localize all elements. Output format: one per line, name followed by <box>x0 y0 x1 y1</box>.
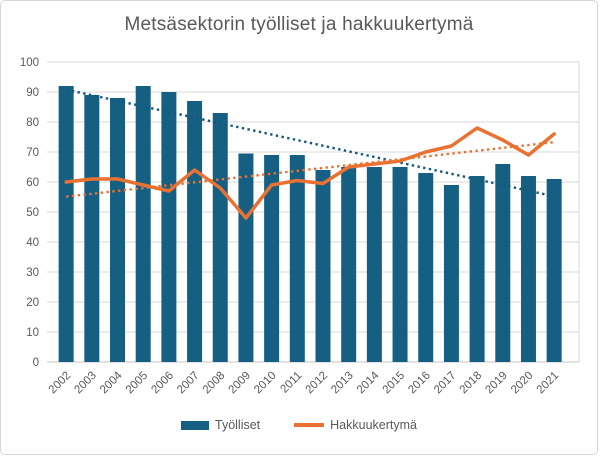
x-tick-label: 2021 <box>535 370 562 397</box>
x-tick-label: 2015 <box>381 370 408 397</box>
x-tick-label: 2004 <box>98 369 125 396</box>
x-tick-label: 2005 <box>124 370 151 397</box>
bar-2007 <box>187 101 203 362</box>
legend-item-tyolliset: Työlliset <box>181 418 260 432</box>
bar-2012 <box>315 170 331 362</box>
bar-2017 <box>443 185 459 362</box>
x-tick-label: 2020 <box>509 370 536 397</box>
bar-2019 <box>495 164 511 362</box>
bar-2002 <box>58 86 74 362</box>
y-tick-label: 50 <box>26 207 39 219</box>
bar-2008 <box>212 113 228 362</box>
y-tick-label: 0 <box>33 357 39 369</box>
x-tick-label: 2010 <box>252 370 279 397</box>
x-tick-label: 2017 <box>432 370 459 397</box>
y-tick-label: 100 <box>20 57 39 69</box>
legend-bar-swatch-icon <box>181 420 209 430</box>
bar-2005 <box>135 86 151 362</box>
bar-2013 <box>341 167 357 362</box>
bar-2016 <box>418 173 434 362</box>
y-tick-label: 40 <box>26 237 39 249</box>
y-tick-label: 90 <box>26 87 39 99</box>
x-tick-label: 2006 <box>149 370 176 397</box>
bar-2018 <box>469 176 485 362</box>
x-tick-label: 2007 <box>175 370 202 397</box>
bar-2006 <box>161 92 177 362</box>
x-tick-label: 2013 <box>329 370 356 397</box>
legend-label-hakkuukertyma: Hakkuukertymä <box>330 418 417 432</box>
bar-2003 <box>84 95 100 362</box>
legend-item-hakkuukertyma: Hakkuukertymä <box>294 418 417 432</box>
bar-2014 <box>366 167 382 362</box>
x-tick-label: 2003 <box>72 370 99 397</box>
gridlines <box>47 61 580 363</box>
legend-label-tyolliset: Työlliset <box>215 418 261 432</box>
bar-2009 <box>238 153 254 362</box>
trendline-tyolliset <box>65 88 555 198</box>
bar-2015 <box>392 167 408 362</box>
y-tick-label: 70 <box>26 147 39 159</box>
bar-2010 <box>264 155 280 362</box>
bar-2011 <box>289 155 305 362</box>
line-hakkuukertyma <box>64 126 556 220</box>
x-tick-label: 2018 <box>458 370 485 397</box>
x-tick-label: 2012 <box>304 370 331 397</box>
y-tick-label: 20 <box>26 297 39 309</box>
x-tick-label: 2016 <box>406 370 433 397</box>
x-tick-label: 2019 <box>483 370 510 397</box>
bar-2020 <box>520 176 536 362</box>
y-tick-label: 30 <box>26 267 39 279</box>
chart-title: Metsäsektorin työlliset ja hakkuukertymä <box>124 14 474 35</box>
legend-line-swatch-icon <box>294 423 325 427</box>
x-tick-label: 2008 <box>201 370 228 397</box>
x-tick-label: 2014 <box>355 369 382 396</box>
bar-2021 <box>546 179 562 362</box>
bars-tyolliset <box>58 86 562 362</box>
x-tick-label: 2009 <box>226 370 253 397</box>
x-axis-tick-labels: 2002 2003 2004 2005 2006 2007 2008 2009 2010 2011… <box>47 369 562 396</box>
y-tick-label: 10 <box>26 327 39 339</box>
x-tick-label: 2011 <box>278 370 304 396</box>
bar-2004 <box>110 98 126 362</box>
y-tick-label: 60 <box>26 177 39 189</box>
x-tick-label: 2002 <box>47 370 74 397</box>
y-axis-tick-labels: 0 10 20 30 40 50 60 70 80 90 100 <box>20 57 39 369</box>
y-tick-label: 80 <box>26 117 39 129</box>
legend: Työlliset Hakkuukertymä <box>1 418 597 432</box>
